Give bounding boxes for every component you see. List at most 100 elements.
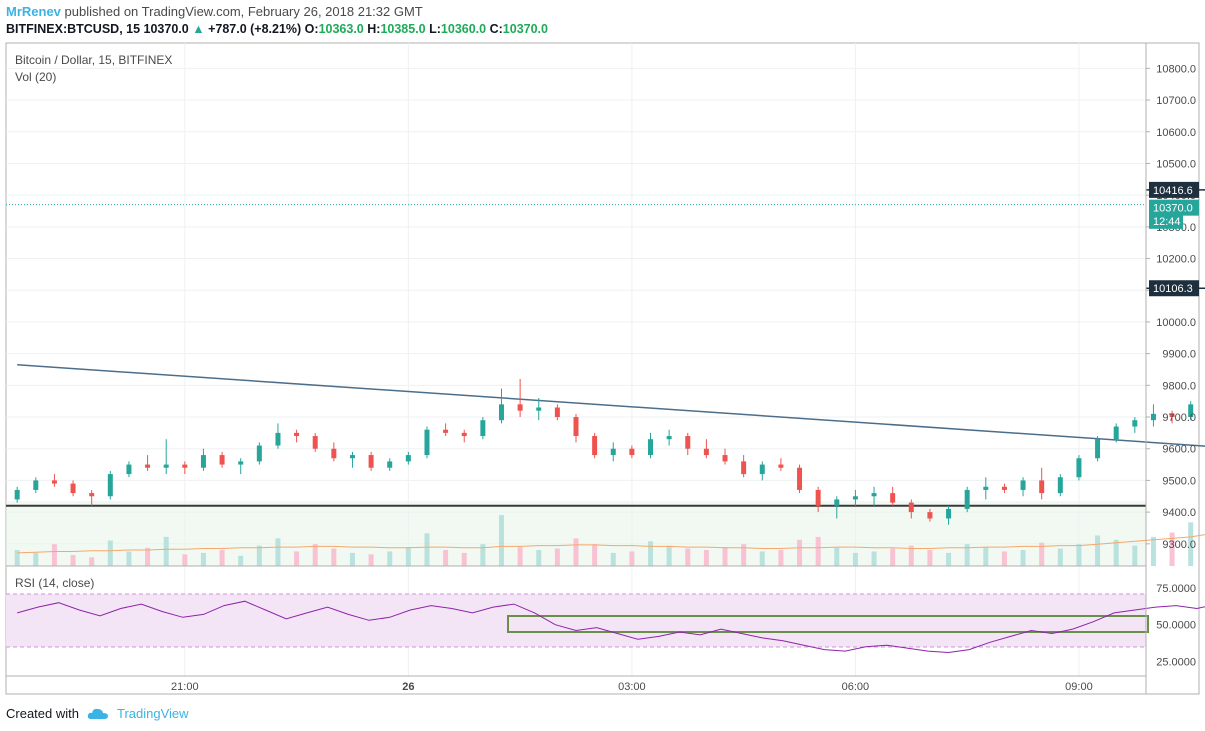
close-label: C: [489,22,503,36]
candle-body [610,448,616,456]
price-tag-label: 10370.0 [1153,203,1193,215]
candle-body [908,502,914,513]
volume-bar [405,547,411,566]
volume-bar [107,540,113,566]
price-tick-label: 10700.0 [1156,95,1196,107]
candle-body [554,407,560,418]
volume-bar [722,547,728,566]
candle-body [797,467,803,490]
footer: Created with TradingView [6,706,189,721]
candle-body [927,512,933,519]
candle-body [368,455,374,468]
price-tag-box [1149,212,1183,229]
candle-body [1001,486,1007,490]
high-label: H: [367,22,381,36]
price-tag-box [1149,280,1199,297]
price-tick-label: 9900.0 [1162,349,1196,361]
volume-bar [1095,535,1101,566]
candle-body [256,445,262,462]
price-tags: 10416.6 10370.012:44 10106.3 [1149,181,1199,297]
volume-bar [1188,522,1194,566]
low-label: L: [429,22,441,36]
candle-body [1113,426,1119,440]
time-axis: 21:002603:0006:0009:0012:0015:0018:0021:… [171,681,1093,693]
open-value: 10363.0 [318,22,364,36]
price-tick-label: 9600.0 [1162,444,1196,456]
candle-body [163,464,169,468]
volume-bar [163,536,169,566]
volume-bar [424,533,430,566]
candle-body [424,429,430,456]
created-with-text: Created with [6,706,79,721]
price-tick-label: 9300.0 [1162,539,1196,551]
candle-body [834,499,840,506]
volume-bar [759,551,765,566]
candle-body [107,474,113,497]
volume-bar [1057,548,1063,566]
price-tag-box [1149,181,1199,198]
candle-body [666,436,672,440]
volume-bar [219,550,225,566]
candle-body [983,486,989,490]
author-link[interactable]: MrRenev [6,4,61,19]
candle-body [387,461,393,468]
candle-body [1020,480,1026,490]
high-value: 10385.0 [380,22,426,36]
volume-bar [517,547,523,566]
price-tick-label: 9500.0 [1162,475,1196,487]
volume-bar [256,545,262,566]
volume-bar [1020,550,1026,566]
candle-body [200,455,206,468]
rsi-box [507,615,1149,633]
publish-text: published on TradingView.com, February 2… [64,4,423,19]
candle-body [498,404,504,421]
volume-bar [461,552,467,566]
volume-bar [536,550,542,566]
volume-bar [1132,545,1138,566]
candle-body [1169,413,1175,418]
candle-body [1057,477,1063,494]
candle-body [312,436,318,449]
candle-body [1188,404,1194,418]
time-tick-label: 09:00 [1065,681,1093,693]
volume-bar [648,541,654,566]
candle-body [703,448,709,456]
candle-body [294,432,300,437]
candle-body [685,436,691,449]
volume-bar [778,550,784,566]
time-tick-label: 03:00 [618,681,646,693]
volume-bar [1150,536,1156,566]
candle-body [778,464,784,468]
volume-bars [14,515,1194,566]
volume-bar [312,544,318,566]
ohlc-bar: BITFINEX:BTCUSD, 15 10370.0 ▲ +787.0 (+8… [6,22,548,36]
candle-body [238,461,244,465]
candle-body [964,489,970,509]
price-tick-label: 9400.0 [1162,507,1196,519]
volume-bar [871,551,877,566]
rsi-tick-label: 75.0000 [1156,583,1196,595]
volume-bar [33,552,39,566]
volume-bar [89,557,95,566]
volume-bar [927,550,933,566]
volume-bar [1076,544,1082,566]
candle-body [51,480,57,484]
volume-bar [685,548,691,566]
candle-body [1150,413,1156,421]
candle-body [89,493,95,497]
candle-body [573,417,579,437]
volume-bar [14,550,20,566]
volume-bar [443,550,449,566]
volume-bar [908,545,914,566]
volume-bar [387,551,393,566]
rsi-label: RSI (14, close) [15,576,94,590]
tradingview-link[interactable]: TradingView [116,706,189,721]
volume-bar [294,551,300,566]
volume-bar [480,544,486,566]
volume-bar [331,548,337,566]
rsi-band [6,594,1146,647]
volume-bar [1169,532,1175,566]
volume-bar [51,544,57,566]
last-price: 10370.0 [143,22,189,36]
